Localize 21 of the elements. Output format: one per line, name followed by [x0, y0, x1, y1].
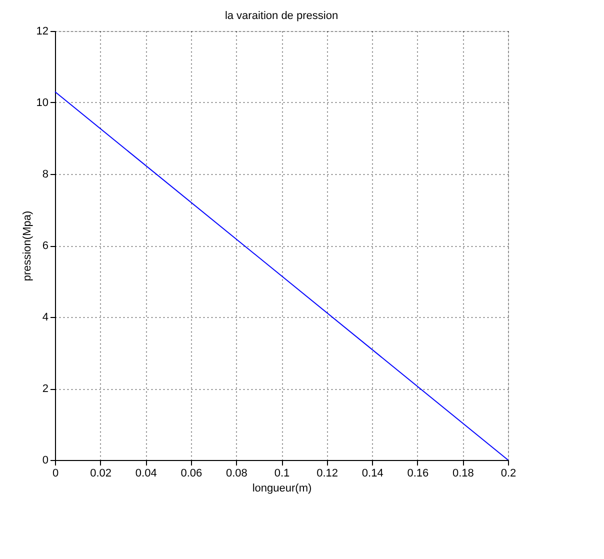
y-tick-label: 0: [42, 454, 48, 466]
y-tick-label: 10: [36, 97, 48, 109]
y-tick-label: 8: [42, 168, 48, 180]
x-tick-label: 0.14: [362, 468, 384, 480]
y-axis-title: pression(Mpa): [21, 210, 34, 282]
y-tick-label: 6: [42, 240, 48, 252]
x-tick-label: 0.06: [180, 468, 202, 480]
x-tick-label: 0: [52, 468, 59, 480]
y-tick-label: 2: [42, 383, 48, 395]
x-tick-label: 0.12: [316, 468, 338, 480]
x-axis-title: longueur(m): [252, 482, 312, 494]
x-tick-label: 0.18: [452, 468, 474, 480]
x-tick-label: 0.04: [135, 468, 157, 480]
y-tick-label: 4: [42, 312, 48, 324]
x-tick-label: 0.2: [500, 468, 516, 480]
x-tick-label: 0.16: [407, 468, 429, 480]
chart-title: la varaition de pression: [224, 10, 338, 22]
y-tick-label: 12: [36, 26, 48, 38]
x-tick-label: 0.02: [90, 468, 112, 480]
x-tick-label: 0.1: [274, 468, 290, 480]
x-tick-label: 0.08: [226, 468, 248, 480]
